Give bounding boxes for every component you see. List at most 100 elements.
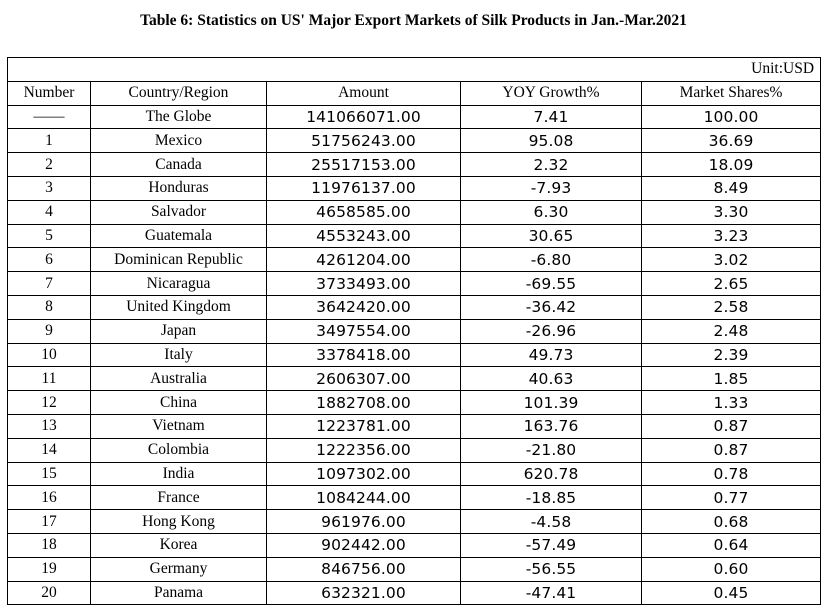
cell-number: 1 xyxy=(7,128,91,154)
cell-number: 16 xyxy=(7,485,91,511)
cell-amount: 3378418.00 xyxy=(266,342,461,368)
cell-yoy-growth: -69.55 xyxy=(460,271,642,296)
table-row: 7 Nicaragua 3733493.00 -69.55 2.65 xyxy=(7,271,822,296)
cell-yoy-growth: -56.55 xyxy=(460,556,642,582)
cell-country-region: Vietnam xyxy=(90,413,267,439)
cell-amount: 3497554.00 xyxy=(266,318,461,344)
table-row: 20 Panama 632321.00 -47.41 0.45 xyxy=(7,580,822,606)
cell-amount: 632321.00 xyxy=(266,580,461,606)
cell-amount: 3642420.00 xyxy=(266,294,461,320)
cell-country-region: Honduras xyxy=(90,175,267,201)
table-row: 11 Australia 2606307.00 40.63 1.85 xyxy=(7,366,822,392)
cell-market-share: 1.33 xyxy=(640,390,822,415)
cell-amount: 51756243.00 xyxy=(266,128,461,154)
cell-amount: 1222356.00 xyxy=(266,437,461,463)
cell-amount: 1097302.00 xyxy=(266,461,461,487)
export-markets-table: Unit:USD Number Country/Region Amount YO… xyxy=(6,57,822,606)
cell-market-share: 0.64 xyxy=(640,532,822,558)
cell-market-share: 3.30 xyxy=(640,199,822,225)
cell-yoy-growth: 163.76 xyxy=(460,413,642,439)
header-market-shares: Market Shares% xyxy=(640,80,822,106)
cell-number: 9 xyxy=(7,318,91,344)
table-row: —— The Globe 141066071.00 7.41 100.00 xyxy=(7,104,822,130)
table-row: 16 France 1084244.00 -18.85 0.77 xyxy=(7,485,822,511)
table-row: 1 Mexico 51756243.00 95.08 36.69 xyxy=(7,128,822,154)
cell-market-share: 0.87 xyxy=(640,437,822,463)
unit-label: Unit:USD xyxy=(6,57,822,82)
table-row: 15 India 1097302.00 620.78 0.78 xyxy=(7,461,822,487)
cell-number: —— xyxy=(7,104,91,130)
cell-market-share: 2.58 xyxy=(640,294,822,320)
cell-number: 11 xyxy=(7,366,91,392)
cell-yoy-growth: -6.80 xyxy=(460,247,642,273)
cell-number: 6 xyxy=(7,247,91,273)
cell-amount: 1223781.00 xyxy=(266,413,461,439)
cell-country-region: Guatemala xyxy=(90,223,267,249)
cell-yoy-growth: 49.73 xyxy=(460,342,642,368)
cell-number: 7 xyxy=(7,271,91,296)
header-number: Number xyxy=(7,80,91,106)
cell-number: 3 xyxy=(7,175,91,201)
cell-amount: 961976.00 xyxy=(266,509,461,534)
cell-country-region: Colombia xyxy=(90,437,267,463)
cell-number: 19 xyxy=(7,556,91,582)
cell-number: 18 xyxy=(7,532,91,558)
cell-market-share: 36.69 xyxy=(640,128,822,154)
cell-country-region: Italy xyxy=(90,342,267,368)
table-row: 10 Italy 3378418.00 49.73 2.39 xyxy=(7,342,822,368)
cell-number: 12 xyxy=(7,390,91,415)
table-title: Table 6: Statistics on US' Major Export … xyxy=(140,12,687,29)
cell-number: 10 xyxy=(7,342,91,368)
cell-market-share: 0.87 xyxy=(640,413,822,439)
cell-yoy-growth: 620.78 xyxy=(460,461,642,487)
cell-amount: 141066071.00 xyxy=(266,104,461,130)
cell-market-share: 0.77 xyxy=(640,485,822,511)
unit-row: Unit:USD xyxy=(6,57,822,82)
cell-yoy-growth: 101.39 xyxy=(460,390,642,415)
cell-number: 4 xyxy=(7,199,91,225)
cell-market-share: 3.02 xyxy=(640,247,822,273)
cell-country-region: Mexico xyxy=(90,128,267,154)
cell-market-share: 0.78 xyxy=(640,461,822,487)
cell-number: 2 xyxy=(7,152,91,177)
table-row: 4 Salvador 4658585.00 6.30 3.30 xyxy=(7,199,822,225)
cell-country-region: United Kingdom xyxy=(90,294,267,320)
cell-yoy-growth: 30.65 xyxy=(460,223,642,249)
cell-country-region: The Globe xyxy=(90,104,267,130)
cell-yoy-growth: 2.32 xyxy=(460,152,642,177)
header-amount: Amount xyxy=(266,80,461,106)
cell-market-share: 3.23 xyxy=(640,223,822,249)
cell-yoy-growth: 7.41 xyxy=(460,104,642,130)
table-row: 3 Honduras 11976137.00 -7.93 8.49 xyxy=(7,175,822,201)
table-row: 9 Japan 3497554.00 -26.96 2.48 xyxy=(7,318,822,344)
header-yoy-growth: YOY Growth% xyxy=(460,80,642,106)
table-row: 13 Vietnam 1223781.00 163.76 0.87 xyxy=(7,413,822,439)
cell-country-region: Hong Kong xyxy=(90,509,267,534)
cell-country-region: Australia xyxy=(90,366,267,392)
cell-country-region: India xyxy=(90,461,267,487)
cell-number: 5 xyxy=(7,223,91,249)
cell-country-region: Canada xyxy=(90,152,267,177)
cell-number: 15 xyxy=(7,461,91,487)
cell-market-share: 2.65 xyxy=(640,271,822,296)
cell-amount: 846756.00 xyxy=(266,556,461,582)
cell-number: 8 xyxy=(7,294,91,320)
table-row: 12 China 1882708.00 101.39 1.33 xyxy=(7,390,822,415)
cell-yoy-growth: -36.42 xyxy=(460,294,642,320)
cell-amount: 1882708.00 xyxy=(266,390,461,415)
cell-yoy-growth: -7.93 xyxy=(460,175,642,201)
table-row: 14 Colombia 1222356.00 -21.80 0.87 xyxy=(7,437,822,463)
cell-market-share: 1.85 xyxy=(640,366,822,392)
cell-country-region: Panama xyxy=(90,580,267,606)
cell-amount: 25517153.00 xyxy=(266,152,461,177)
cell-amount: 4261204.00 xyxy=(266,247,461,273)
cell-country-region: Salvador xyxy=(90,199,267,225)
table-row: 5 Guatemala 4553243.00 30.65 3.23 xyxy=(7,223,822,249)
table-body: Unit:USD Number Country/Region Amount YO… xyxy=(6,57,822,606)
table-row: 2 Canada 25517153.00 2.32 18.09 xyxy=(7,152,822,177)
cell-yoy-growth: -26.96 xyxy=(460,318,642,344)
cell-amount: 11976137.00 xyxy=(266,175,461,201)
table-row: 18 Korea 902442.00 -57.49 0.64 xyxy=(7,532,822,558)
table-row: 19 Germany 846756.00 -56.55 0.60 xyxy=(7,556,822,582)
cell-market-share: 2.48 xyxy=(640,318,822,344)
